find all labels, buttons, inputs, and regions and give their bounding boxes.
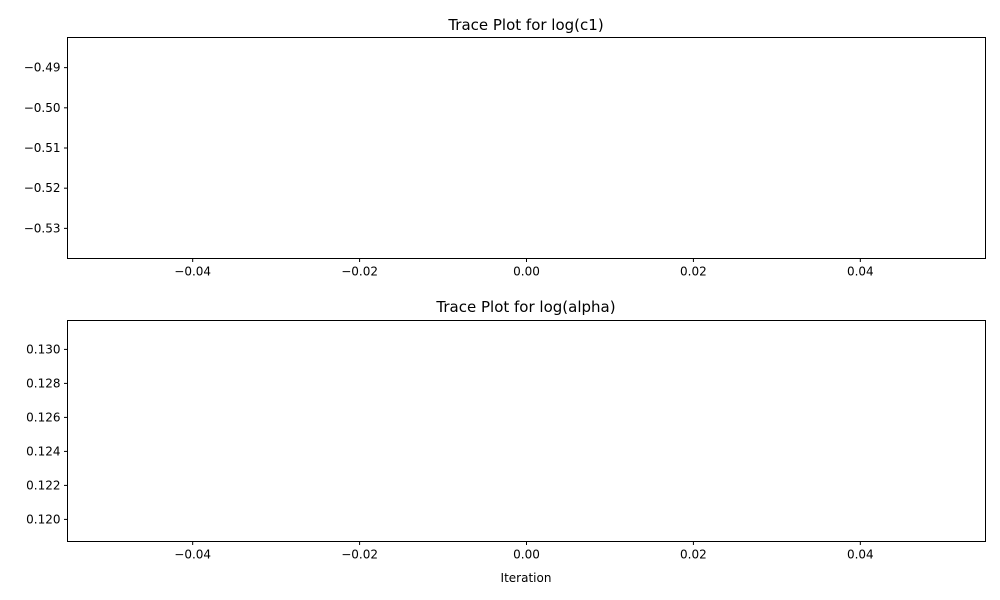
y-axis-log-alpha: 0.130 0.128 0.126 0.124 0.122 0.120 — [26, 342, 68, 526]
x-tick-label: −0.02 — [341, 265, 378, 279]
x-tick-label: 0.04 — [847, 548, 874, 562]
x-tick-label: 0.02 — [680, 548, 707, 562]
y-axis-log-c1: −0.49 −0.50 −0.51 −0.52 −0.53 — [24, 61, 68, 235]
x-tick-label: 0.02 — [680, 265, 707, 279]
y-tick-label: −0.53 — [24, 221, 61, 235]
y-tick-label: 0.120 — [26, 512, 60, 526]
x-tick-label: 0.00 — [513, 548, 540, 562]
x-tick-label: −0.04 — [174, 265, 211, 279]
x-tick-label: 0.00 — [513, 265, 540, 279]
chart-title-log-alpha: Trace Plot for log(alpha) — [435, 298, 615, 316]
y-tick-label: −0.50 — [24, 101, 61, 115]
y-tick-label: −0.52 — [24, 181, 61, 195]
x-axis-log-c1: −0.04 −0.02 0.00 0.02 0.04 — [174, 258, 874, 279]
plot-area-log-alpha — [67, 320, 986, 542]
x-tick-label: −0.04 — [174, 548, 211, 562]
y-tick-label: −0.51 — [24, 141, 61, 155]
chart-title-log-c1: Trace Plot for log(c1) — [447, 16, 603, 34]
plot-area-log-c1 — [67, 37, 986, 259]
y-tick-label: 0.130 — [26, 342, 60, 356]
y-tick-label: 0.126 — [26, 410, 60, 424]
x-axis-label-iteration: Iteration — [501, 571, 552, 585]
y-tick-label: 0.122 — [26, 478, 60, 492]
subplot-log-alpha: Trace Plot for log(alpha) 0.130 0.128 0.12… — [26, 298, 986, 585]
y-tick-label: −0.49 — [24, 61, 61, 75]
x-tick-label: 0.04 — [847, 265, 874, 279]
x-axis-log-alpha: −0.04 −0.02 0.00 0.02 0.04 — [174, 541, 874, 562]
x-tick-label: −0.02 — [341, 548, 378, 562]
y-tick-label: 0.128 — [26, 376, 60, 390]
subplot-log-c1: Trace Plot for log(c1) −0.49−0.50−0.51−0… — [24, 16, 986, 279]
y-tick-label: 0.124 — [26, 444, 60, 458]
